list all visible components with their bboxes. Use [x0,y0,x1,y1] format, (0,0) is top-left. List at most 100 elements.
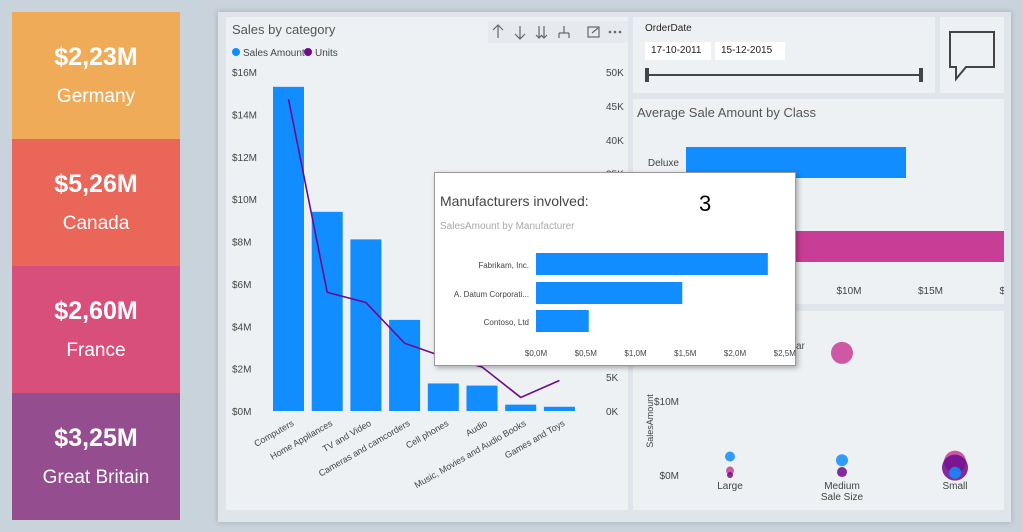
more-options-icon[interactable] [608,30,622,34]
bar-manufacturer[interactable] [536,253,768,275]
x-tick: $0,0M [525,349,548,358]
kpi-value: $2,60M [54,297,138,325]
bar-sales-amount[interactable] [311,211,343,411]
date-range-track [647,74,923,76]
scatter-point[interactable] [727,472,733,478]
scatter-chart-svg: SalesAmount $10M $0M Large Medium Small Sa… [645,341,968,503]
range-handle-start[interactable] [645,68,649,82]
x-tick: $2,0M [724,349,747,358]
units-line [287,98,560,399]
chart-legend: Sales Amount Units [232,48,338,59]
sales-by-size-scatter[interactable]: ar SalesAmount $10M $0M Large Medium Small… [633,311,1004,510]
slicer-label: OrderDate [645,23,692,34]
bar-sales-amount[interactable] [543,406,575,411]
tooltip-title: Manufacturers involved: [440,193,589,209]
manufacturer-label: A. Datum Corporati... [454,290,529,299]
x-tick: $1,0M [624,349,647,358]
scatter-point[interactable] [725,451,735,462]
comment-tile[interactable] [940,17,1004,93]
bar-sales-amount[interactable] [350,239,382,411]
scatter-point[interactable] [831,341,853,364]
units-line-path [287,98,560,399]
x-tick: $15M [918,286,943,297]
manufacturer-count: 3 [699,191,712,216]
kpi-label: Great Britain [42,467,150,488]
kpi-card-france[interactable]: $2,60M France [12,266,180,393]
visual-title: Sales by category [232,22,336,37]
bar-manufacturer[interactable] [536,282,683,304]
kpi-value: $3,25M [54,424,138,452]
legend-marker-units [304,48,312,56]
y-tick-right: 0K [606,407,619,418]
x-tick-label: Cell phones [404,418,451,451]
y-tick-left: $2M [232,365,251,376]
y-axis-left: $16M $14M $12M $10M $8M $6M $4M $2M $0M [232,68,257,418]
y-tick-right: 50K [606,68,624,79]
manufacturer-label: Fabrikam, Inc. [478,261,529,270]
kpi-label: Germany [56,86,136,107]
range-handle-end[interactable] [919,68,923,82]
scatter-point[interactable] [836,454,848,467]
hierarchy-icon[interactable] [558,26,570,38]
scatter-points [725,341,968,481]
order-date-slicer: OrderDate 17-10-2011 15-12-2015 [633,17,935,93]
visual-header-icons [488,21,628,43]
y-tick: $0M [660,471,679,482]
x-axis: Large Medium Small [717,481,967,492]
tooltip-subtitle: SalesAmount by Manufacturer [440,221,575,232]
bar-sales-amount[interactable] [389,319,421,411]
category-label-deluxe: Deluxe [648,158,680,169]
bar-sales-amount[interactable] [273,86,304,412]
expand-all-down-icon[interactable] [535,26,548,39]
drill-down-icon[interactable] [514,26,526,40]
y-tick-right: 40K [606,136,624,147]
x-category-label: Medium [824,481,860,492]
bar-manufacturer[interactable] [536,310,589,332]
x-tick: $10M [836,286,861,297]
visual-title: Average Sale Amount by Class [637,105,816,120]
scatter-point[interactable] [949,466,961,479]
focus-mode-icon[interactable] [587,26,600,38]
legend-label-units: Units [315,48,338,59]
y-axis-title: SalesAmount [645,394,655,448]
x-axis: $10M$15M$20M$25M [836,286,1004,297]
x-axis: $0,0M $0,5M $1,0M $1,5M $2,0M $2,5M [525,349,796,358]
kpi-label: Canada [62,213,130,234]
y-tick-left: $6M [232,280,251,291]
drill-up-icon[interactable] [492,24,504,38]
kpi-card-germany[interactable]: $2,23M Germany [12,12,180,139]
kpi-column: $2,23M Germany $5,26M Canada $2,60M Fran… [12,12,180,520]
y-tick-left: $4M [232,322,251,333]
bar-sales-amount[interactable] [466,385,498,411]
speech-bubble-icon [949,31,995,82]
kpi-value: $2,23M [54,43,138,71]
x-tick: $0,5M [575,349,598,358]
kpi-value: $5,26M [54,170,138,198]
scatter-point[interactable] [726,466,734,475]
x-tick: $1,5M [674,349,697,358]
y-tick-left: $12M [232,153,257,164]
x-category-label: Large [717,481,743,492]
start-date-input[interactable]: 17-10-2011 [645,42,711,60]
y-tick-left: $0M [232,407,251,418]
bar-sales-amount[interactable] [505,404,537,411]
x-category-label: Small [942,481,967,492]
bar-sales-amount[interactable] [427,383,459,411]
manufacturer-chart-svg: Fabrikam, Inc. A. Datum Corporati... Conto… [454,253,796,358]
x-axis-title: Sale Size [821,492,864,503]
end-date-input[interactable]: 15-12-2015 [715,42,785,60]
y-tick-left: $10M [232,195,257,206]
y-tick-left: $8M [232,238,251,249]
kpi-card-great-britain[interactable]: $3,25M Great Britain [12,393,180,520]
kpi-card-canada[interactable]: $5,26M Canada [12,139,180,266]
legend-marker-sales [232,48,240,56]
visual-title-fragment: ar [796,341,805,352]
bars: Fabrikam, Inc. A. Datum Corporati... Conto… [454,253,768,332]
x-tick: $20M [999,286,1004,297]
scatter-point[interactable] [837,467,847,478]
manufacturer-label: Contoso, Ltd [484,318,529,327]
legend-label-sales: Sales Amount [243,48,305,59]
kpi-label: France [66,340,126,361]
x-tick-label: Audio [464,418,489,438]
